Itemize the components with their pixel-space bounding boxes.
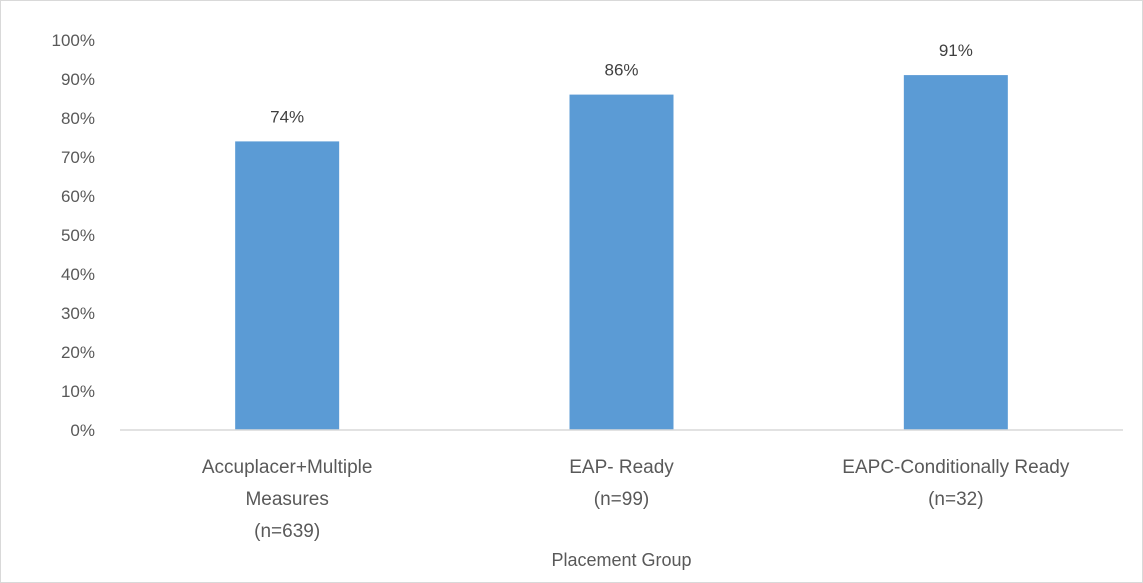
x-category-label: (n=99) [594,489,649,510]
data-label: 91% [939,41,973,60]
bar [903,75,1008,430]
data-label: 86% [604,61,638,80]
y-tick-label: 60% [61,187,95,206]
y-tick-label: 70% [61,148,95,167]
x-axis-title: Placement Group [551,550,691,570]
y-tick-label: 50% [61,226,95,245]
data-label: 74% [270,107,304,126]
y-tick-label: 0% [70,421,95,440]
y-tick-label: 90% [61,70,95,89]
x-category-label: Accuplacer+Multiple [202,457,373,478]
y-tick-label: 40% [61,265,95,284]
y-tick-label: 80% [61,109,95,128]
bar [569,94,674,430]
x-category-label: EAP- Ready [569,457,674,478]
y-tick-label: 30% [61,304,95,323]
bar [235,141,340,430]
y-tick-label: 10% [61,382,95,401]
y-tick-label: 100% [52,31,95,50]
x-category-label: (n=32) [928,489,983,510]
y-tick-label: 20% [61,343,95,362]
x-category-label: (n=639) [254,521,320,542]
x-category-label: EAPC-Conditionally Ready [842,457,1070,478]
x-category-label: Measures [245,489,328,510]
